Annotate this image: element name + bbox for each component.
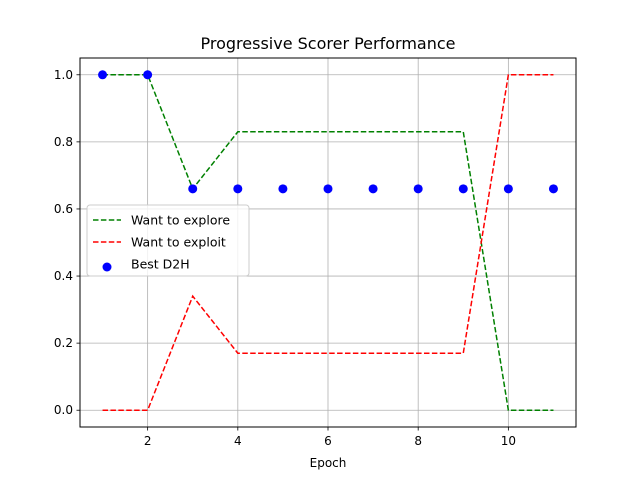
scatter-point xyxy=(233,184,243,194)
x-tick-label: 8 xyxy=(414,434,422,448)
x-tick-label: 4 xyxy=(234,434,242,448)
legend: Want to explore Want to exploit Best D2H xyxy=(86,204,250,277)
scatter-point xyxy=(143,70,153,80)
scatter-point xyxy=(413,184,423,194)
plot-series xyxy=(98,70,558,411)
scatter-point xyxy=(98,70,108,80)
scatter-point xyxy=(188,184,198,194)
grid-lines xyxy=(80,58,576,427)
scatter-point xyxy=(278,184,288,194)
x-tick-label: 2 xyxy=(144,434,152,448)
series-line-want-to-exploit xyxy=(102,74,554,411)
scatter-point xyxy=(503,184,513,194)
y-tick-label: 0.2 xyxy=(54,336,73,350)
scatter-point xyxy=(323,184,333,194)
legend-swatch xyxy=(102,262,112,272)
scatter-point xyxy=(458,184,468,194)
x-tick-label: 10 xyxy=(501,434,516,448)
legend-entry-label: Want to explore xyxy=(131,213,230,228)
y-tick-label: 0.8 xyxy=(54,135,73,149)
series-line-want-to-explore xyxy=(102,74,554,411)
y-tick-label: 0.0 xyxy=(54,403,73,417)
chart-title: Progressive Scorer Performance xyxy=(201,34,456,53)
y-tick-label: 1.0 xyxy=(54,68,73,82)
x-axis-label: Epoch xyxy=(310,456,347,470)
axis-ticks: 2 4 6 8 10 0.0 0.2 0.4 0.6 0.8 1.0 xyxy=(54,68,516,448)
legend-entry-label: Want to exploit xyxy=(131,235,226,250)
y-tick-label: 0.6 xyxy=(54,202,73,216)
legend-box xyxy=(86,204,250,277)
x-tick-label: 6 xyxy=(324,434,332,448)
scatter-point xyxy=(548,184,558,194)
legend-entry-label: Best D2H xyxy=(131,257,190,272)
y-tick-label: 0.4 xyxy=(54,269,73,283)
scatter-point xyxy=(368,184,378,194)
